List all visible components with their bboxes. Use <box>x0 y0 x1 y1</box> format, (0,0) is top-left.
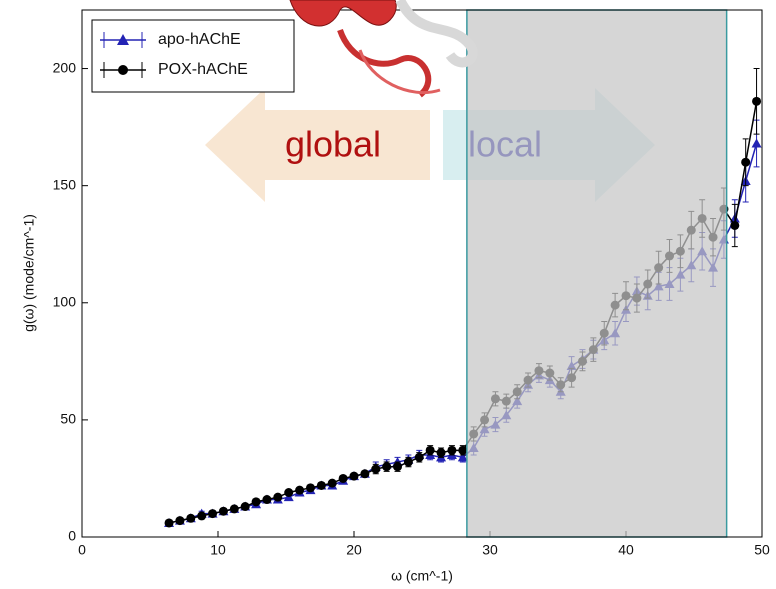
marker <box>262 495 271 504</box>
highlight-region <box>467 10 727 537</box>
marker <box>175 516 184 525</box>
marker <box>437 448 446 457</box>
marker <box>273 493 282 502</box>
marker <box>350 472 359 481</box>
marker <box>284 488 293 497</box>
protein-ribbon <box>290 0 396 26</box>
x-tick-label: 30 <box>482 542 498 558</box>
marker <box>241 502 250 511</box>
annotation: global <box>285 124 381 165</box>
marker <box>295 486 304 495</box>
marker <box>371 465 380 474</box>
marker <box>404 458 413 467</box>
y-tick-label: 50 <box>60 411 76 427</box>
marker <box>393 462 402 471</box>
marker <box>752 139 762 148</box>
y-axis-label: g(ω) (mode/cm^-1) <box>21 214 37 332</box>
marker <box>458 446 467 455</box>
x-tick-label: 40 <box>618 542 634 558</box>
marker <box>426 446 435 455</box>
legend-label: POX-hAChE <box>158 61 248 78</box>
protein-ribbon <box>400 0 473 62</box>
marker <box>230 504 239 513</box>
x-tick-label: 50 <box>754 542 770 558</box>
y-tick-label: 0 <box>68 528 76 544</box>
y-tick-label: 200 <box>53 59 77 75</box>
marker <box>197 511 206 520</box>
x-tick-label: 0 <box>78 542 86 558</box>
marker <box>317 481 326 490</box>
x-tick-label: 20 <box>346 542 362 558</box>
marker <box>219 507 228 516</box>
marker <box>306 483 315 492</box>
x-tick-label: 10 <box>210 542 226 558</box>
marker <box>415 453 424 462</box>
protein-illustration <box>290 0 473 95</box>
legend-label: apo-hAChE <box>158 31 241 48</box>
marker <box>339 474 348 483</box>
marker <box>752 97 761 106</box>
marker <box>208 509 217 518</box>
marker <box>186 514 195 523</box>
marker <box>360 469 369 478</box>
x-axis-label: ω (cm^-1) <box>391 568 453 584</box>
protein-ribbon <box>340 30 428 95</box>
marker <box>165 518 174 527</box>
marker <box>447 446 456 455</box>
legend: apo-hAChE POX-hAChE <box>92 20 294 92</box>
marker <box>741 158 750 167</box>
y-tick-label: 150 <box>53 176 77 192</box>
marker <box>328 479 337 488</box>
marker <box>730 221 739 230</box>
y-tick-label: 100 <box>53 293 77 309</box>
chart: global local ω (cm^-1) g(ω) (mode/cm^-1)… <box>0 0 776 589</box>
marker <box>382 462 391 471</box>
legend-marker <box>118 65 128 75</box>
marker <box>252 497 261 506</box>
